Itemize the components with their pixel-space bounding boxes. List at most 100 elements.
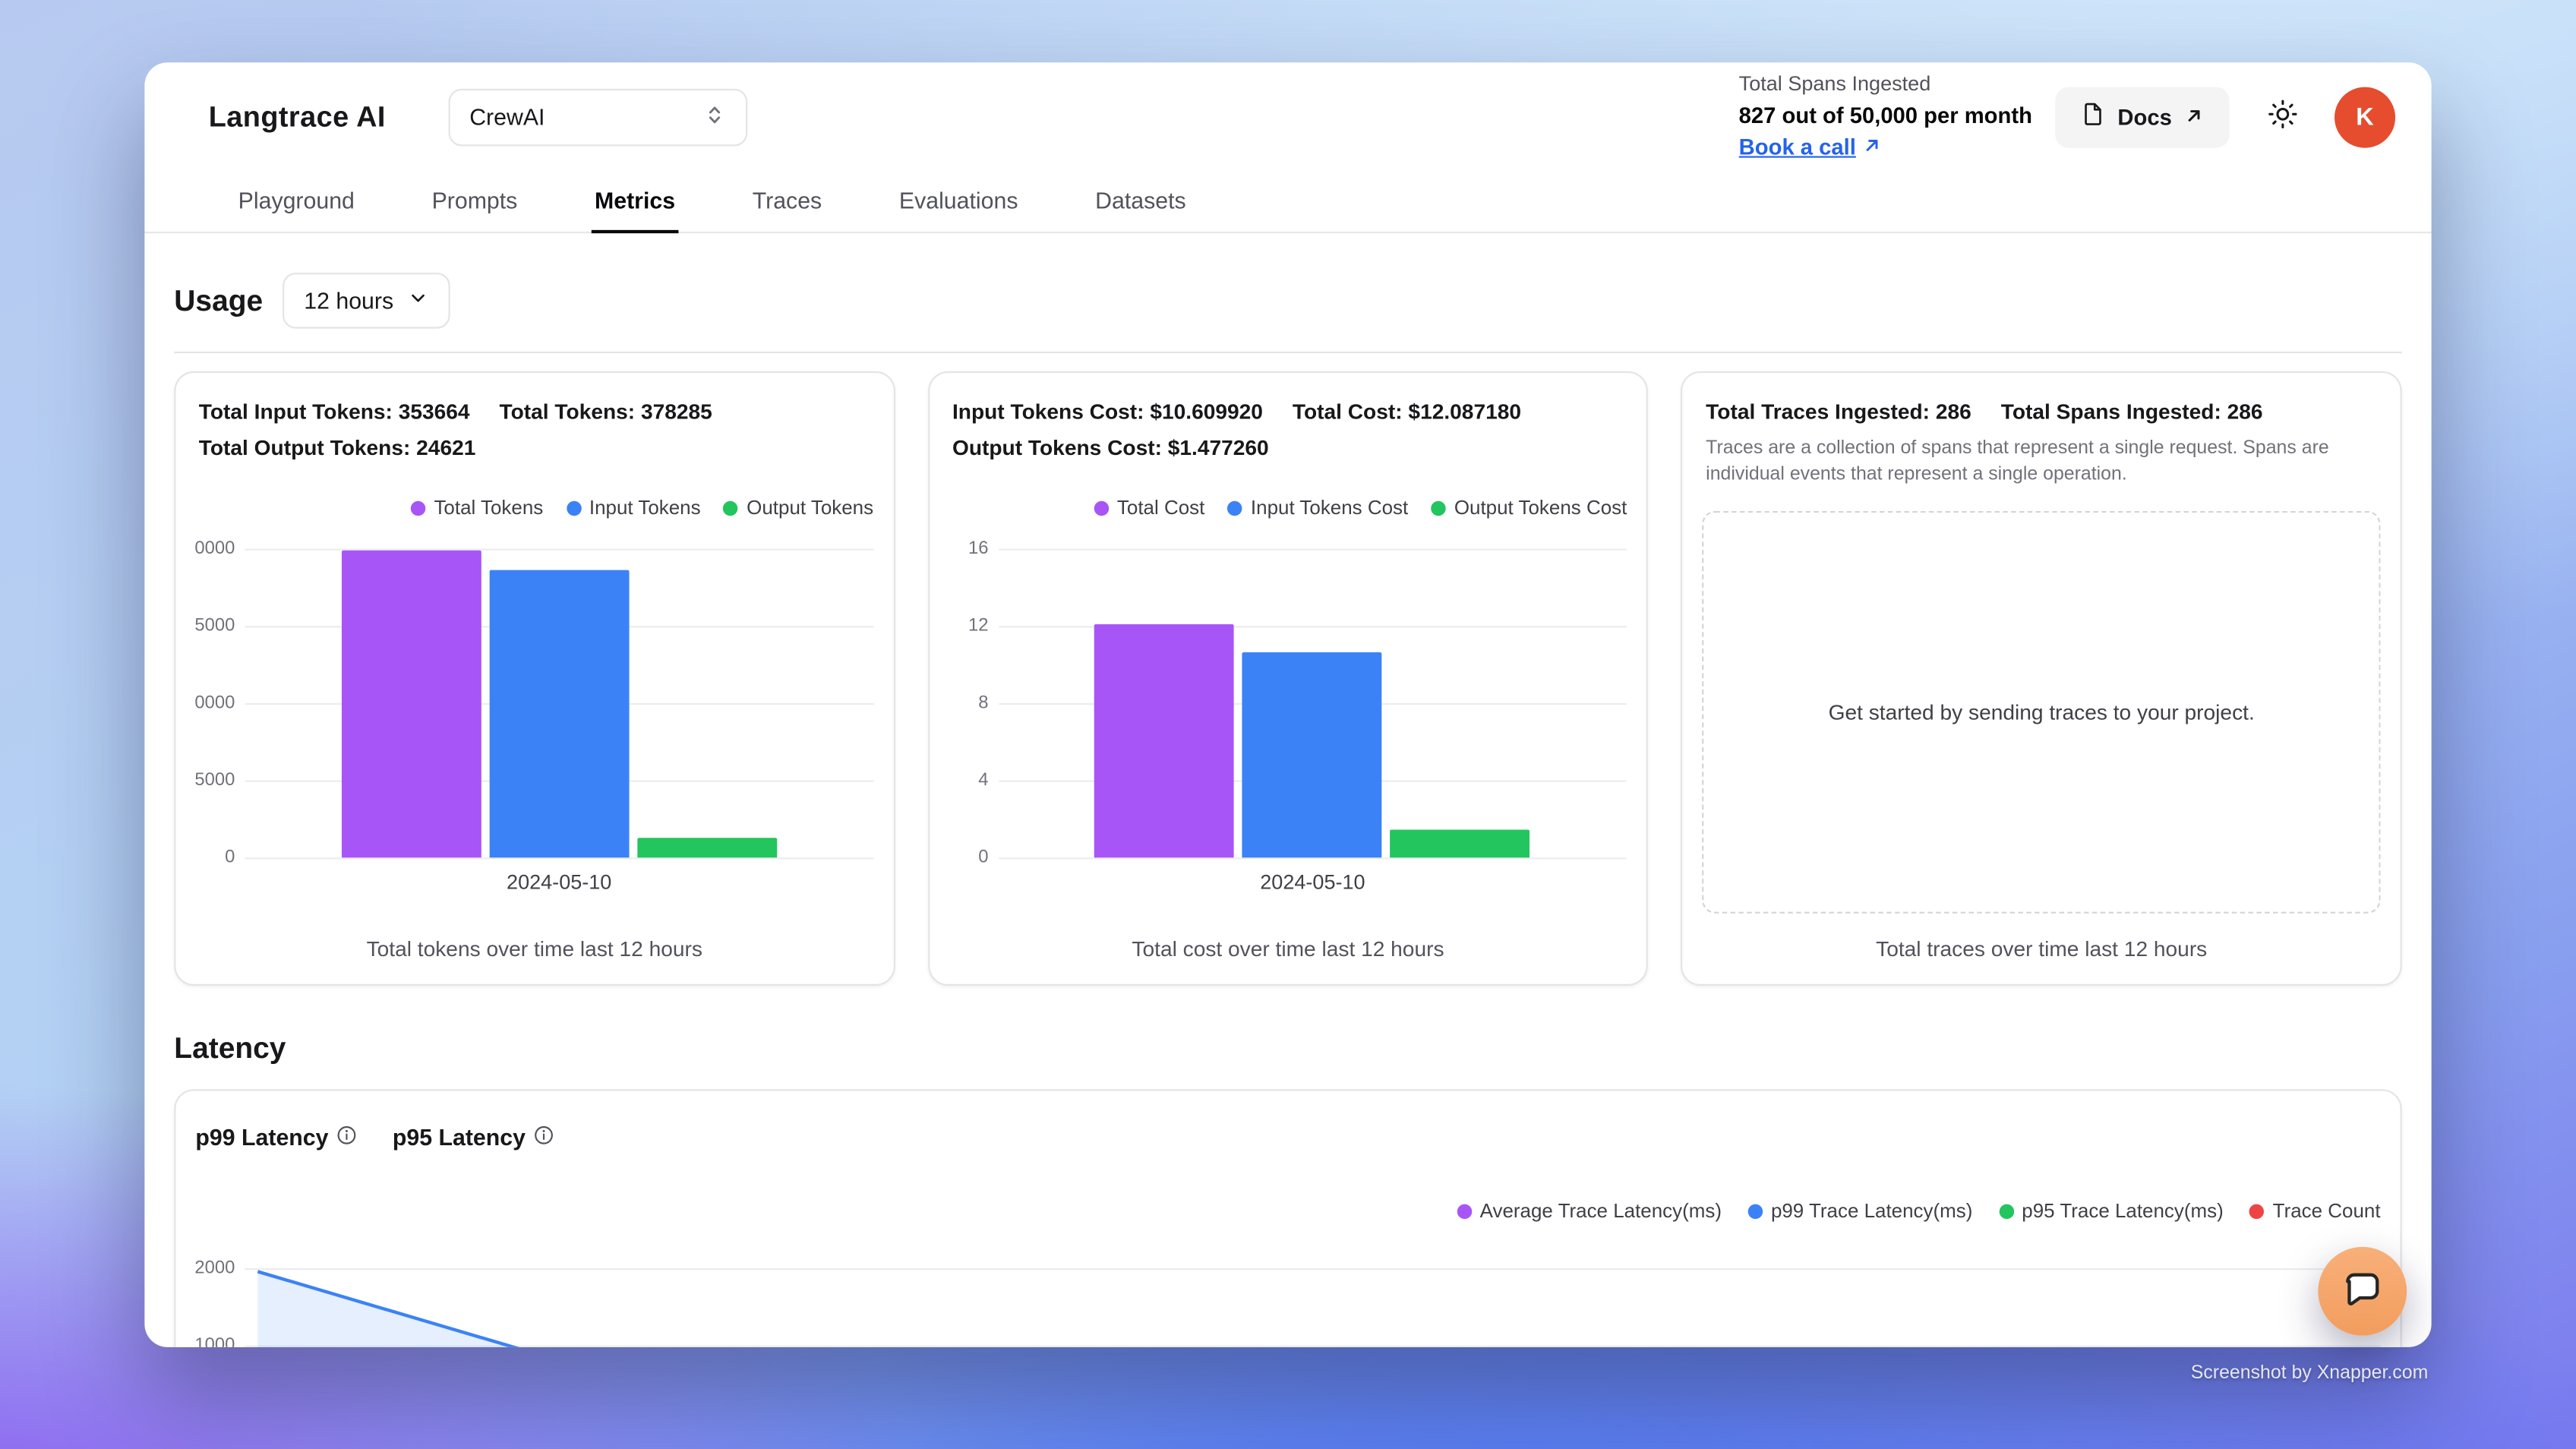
bar-total-tokens	[341, 550, 481, 858]
cost-stats: Input Tokens Cost: $10.609920 Total Cost…	[949, 393, 1627, 460]
legend-dot	[1457, 1203, 1472, 1219]
legend-item: p95 Trace Latency(ms)	[1999, 1199, 2224, 1222]
main-content: Usage 12 hours Total Input Tokens: 35366…	[144, 273, 2431, 1347]
latency-metric-labels: p99 Latency p95 Latency	[195, 1123, 2380, 1151]
y-tick: 4	[978, 770, 989, 791]
top-bar: Langtrace AI CrewAI Total Spans Ingested…	[144, 62, 2431, 171]
traces-card: Total Traces Ingested: 286 Total Spans I…	[1681, 371, 2402, 986]
p95-latency-label: p95 Latency	[392, 1123, 526, 1151]
legend-label: Trace Count	[2272, 1199, 2381, 1223]
p99-latency-label: p99 Latency	[195, 1123, 329, 1151]
legend-label: p95 Trace Latency(ms)	[2022, 1199, 2224, 1223]
tokens-chart-legend: Total Tokens Input Tokens Output Tokens	[195, 496, 873, 519]
stat-total-traces-ingested: Total Traces Ingested: 286	[1706, 399, 1971, 425]
legend-label: p99 Trace Latency(ms)	[1770, 1199, 1973, 1223]
traces-description: Traces are a collection of spans that re…	[1706, 438, 2329, 485]
bar-output-tokens	[636, 837, 777, 858]
stat-total-output-tokens: Total Output Tokens: 24621	[198, 435, 476, 460]
cost-chart-caption: Total cost over time last 12 hours	[1132, 936, 1444, 961]
spans-usage-block: Total Spans Ingested 827 out of 50,000 p…	[1739, 69, 2032, 164]
tokens-card: Total Input Tokens: 353664 Total Tokens:…	[174, 371, 895, 986]
external-arrow-icon	[2185, 104, 2203, 128]
info-icon[interactable]	[336, 1124, 356, 1151]
docs-label: Docs	[2117, 104, 2172, 129]
watermark: Screenshot by Xnapper.com	[2190, 1363, 2429, 1384]
gridline	[998, 548, 1627, 551]
stat-total-tokens: Total Tokens: 378285	[499, 399, 712, 425]
latency-chart-plot	[245, 1236, 2381, 1347]
book-a-call-link[interactable]: Book a call	[1739, 131, 1881, 163]
latency-chart-y-axis: 2000 1000	[194, 1236, 245, 1347]
legend-item: Total Cost	[1094, 496, 1204, 519]
legend-dot	[1227, 500, 1243, 516]
bar-input-tokens	[489, 570, 630, 858]
user-avatar[interactable]: K	[2334, 86, 2396, 147]
y-tick: 0	[225, 848, 235, 868]
stat-total-cost: Total Cost: $12.087180	[1292, 399, 1522, 425]
tokens-chart-y-axis: 0000 5000 0000 5000 0	[194, 539, 245, 868]
stat-output-tokens-cost: Output Tokens Cost: $1.477260	[952, 435, 1269, 460]
tokens-bars	[245, 549, 873, 858]
cost-chart-x-label: 2024-05-10	[1260, 870, 1365, 894]
cost-chart-y-axis: 16 12 8 4 0	[949, 539, 999, 868]
latency-title: Latency	[174, 1031, 286, 1065]
y-tick: 1000	[194, 1335, 235, 1347]
tab-datasets[interactable]: Datasets	[1095, 187, 1186, 214]
gridline	[998, 626, 1627, 628]
info-icon[interactable]	[534, 1124, 554, 1151]
tab-metrics[interactable]: Metrics	[591, 171, 679, 234]
p99-latency-metric: p99 Latency	[195, 1123, 356, 1151]
project-selector[interactable]: CrewAI	[448, 87, 747, 146]
tab-playground[interactable]: Playground	[238, 187, 355, 214]
traces-stats: Total Traces Ingested: 286 Total Spans I…	[1703, 393, 2381, 424]
cost-card: Input Tokens Cost: $10.609920 Total Cost…	[927, 371, 1649, 986]
legend-item: Input Tokens	[566, 496, 701, 519]
legend-item: Output Tokens	[723, 496, 873, 519]
latency-line-series	[257, 1270, 520, 1347]
spans-ingested-value: 827 out of 50,000 per month	[1738, 103, 2032, 128]
gridline	[998, 857, 1627, 860]
chat-widget-button[interactable]	[2318, 1246, 2407, 1336]
legend-item: p99 Trace Latency(ms)	[1747, 1199, 1973, 1223]
gridline	[245, 857, 874, 860]
tokens-chart-caption: Total tokens over time last 12 hours	[366, 936, 702, 961]
external-arrow-icon	[1863, 131, 1881, 163]
latency-chart-legend: Average Trace Latency(ms) p99 Trace Late…	[195, 1199, 2381, 1223]
tab-prompts[interactable]: Prompts	[431, 187, 518, 214]
sun-icon	[2266, 99, 2297, 135]
tokens-chart-x-label: 2024-05-10	[507, 870, 612, 894]
cost-chart-plot	[998, 548, 1627, 860]
bar-total-cost	[1094, 624, 1235, 858]
legend-dot	[566, 500, 582, 516]
bar-input-tokens-cost	[1242, 652, 1383, 858]
gridline	[245, 548, 874, 551]
traces-caption: Total traces over time last 12 hours	[1876, 936, 2208, 961]
time-range-selector[interactable]: 12 hours	[283, 273, 450, 329]
stat-total-input-tokens: Total Input Tokens: 353664	[198, 399, 470, 425]
top-right-cluster: Total Spans Ingested 827 out of 50,000 p…	[1739, 69, 2396, 164]
bar-output-tokens-cost	[1391, 829, 1531, 858]
tokens-stats: Total Input Tokens: 353664 Total Tokens:…	[195, 393, 873, 460]
time-range-value: 12 hours	[304, 287, 394, 314]
p95-latency-metric: p95 Latency	[392, 1123, 554, 1151]
tokens-bar-chart: 0000 5000 0000 5000 0	[194, 539, 874, 868]
legend-label: Output Tokens Cost	[1454, 496, 1627, 519]
y-tick: 2000	[194, 1258, 235, 1279]
stat-input-tokens-cost: Input Tokens Cost: $10.609920	[952, 399, 1263, 425]
theme-toggle-button[interactable]	[2252, 87, 2312, 147]
brand-logo: Langtrace AI	[208, 99, 386, 133]
gridline	[245, 1345, 2381, 1347]
legend-item: Trace Count	[2249, 1199, 2381, 1223]
tab-evaluations[interactable]: Evaluations	[898, 187, 1018, 214]
spans-ingested-label: Total Spans Ingested	[1738, 72, 1931, 96]
legend-dot	[1747, 1203, 1763, 1219]
legend-dot	[1431, 500, 1447, 516]
y-tick: 12	[968, 616, 989, 636]
docs-button[interactable]: Docs	[2055, 86, 2230, 147]
y-tick: 0000	[194, 693, 235, 713]
legend-dot	[2249, 1203, 2265, 1219]
cost-chart-legend: Total Cost Input Tokens Cost Output Toke…	[949, 496, 1627, 519]
stat-total-spans-ingested: Total Spans Ingested: 286	[2000, 399, 2263, 425]
tab-traces[interactable]: Traces	[752, 187, 822, 214]
